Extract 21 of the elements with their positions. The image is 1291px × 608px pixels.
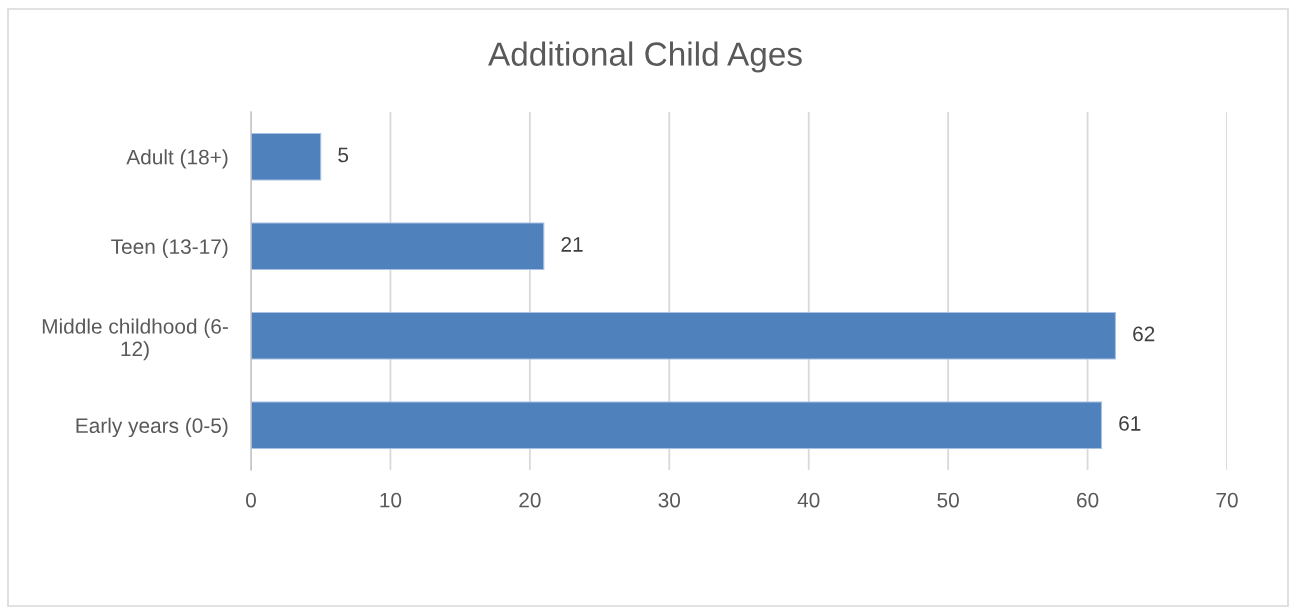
x-tick-label: 70 xyxy=(1216,492,1238,508)
bar xyxy=(251,401,1103,450)
x-tick-label: 30 xyxy=(658,492,681,508)
data-label: 62 xyxy=(1133,326,1155,342)
x-tick-label: 10 xyxy=(380,492,402,508)
x-tick-label: 50 xyxy=(937,492,959,508)
x-tick-label: 60 xyxy=(1077,492,1099,508)
y-tick-label: Adult (18+) xyxy=(126,149,228,169)
y-tick-label: Early years (0-5) xyxy=(76,417,228,438)
data-label: 5 xyxy=(338,147,349,163)
x-tick-label: 20 xyxy=(519,492,541,508)
data-label: 21 xyxy=(561,237,583,252)
bar xyxy=(251,132,322,181)
data-label: 61 xyxy=(1119,416,1141,431)
x-tick-label: 0 xyxy=(246,492,256,508)
bar xyxy=(251,222,545,271)
chart-title: Additional Child Ages xyxy=(488,41,802,73)
y-tick-label: Middle childhood (6-12) xyxy=(42,318,228,361)
bar xyxy=(251,311,1117,360)
x-tick-label: 40 xyxy=(797,492,820,508)
y-tick-label: Teen (13-17) xyxy=(111,238,228,259)
